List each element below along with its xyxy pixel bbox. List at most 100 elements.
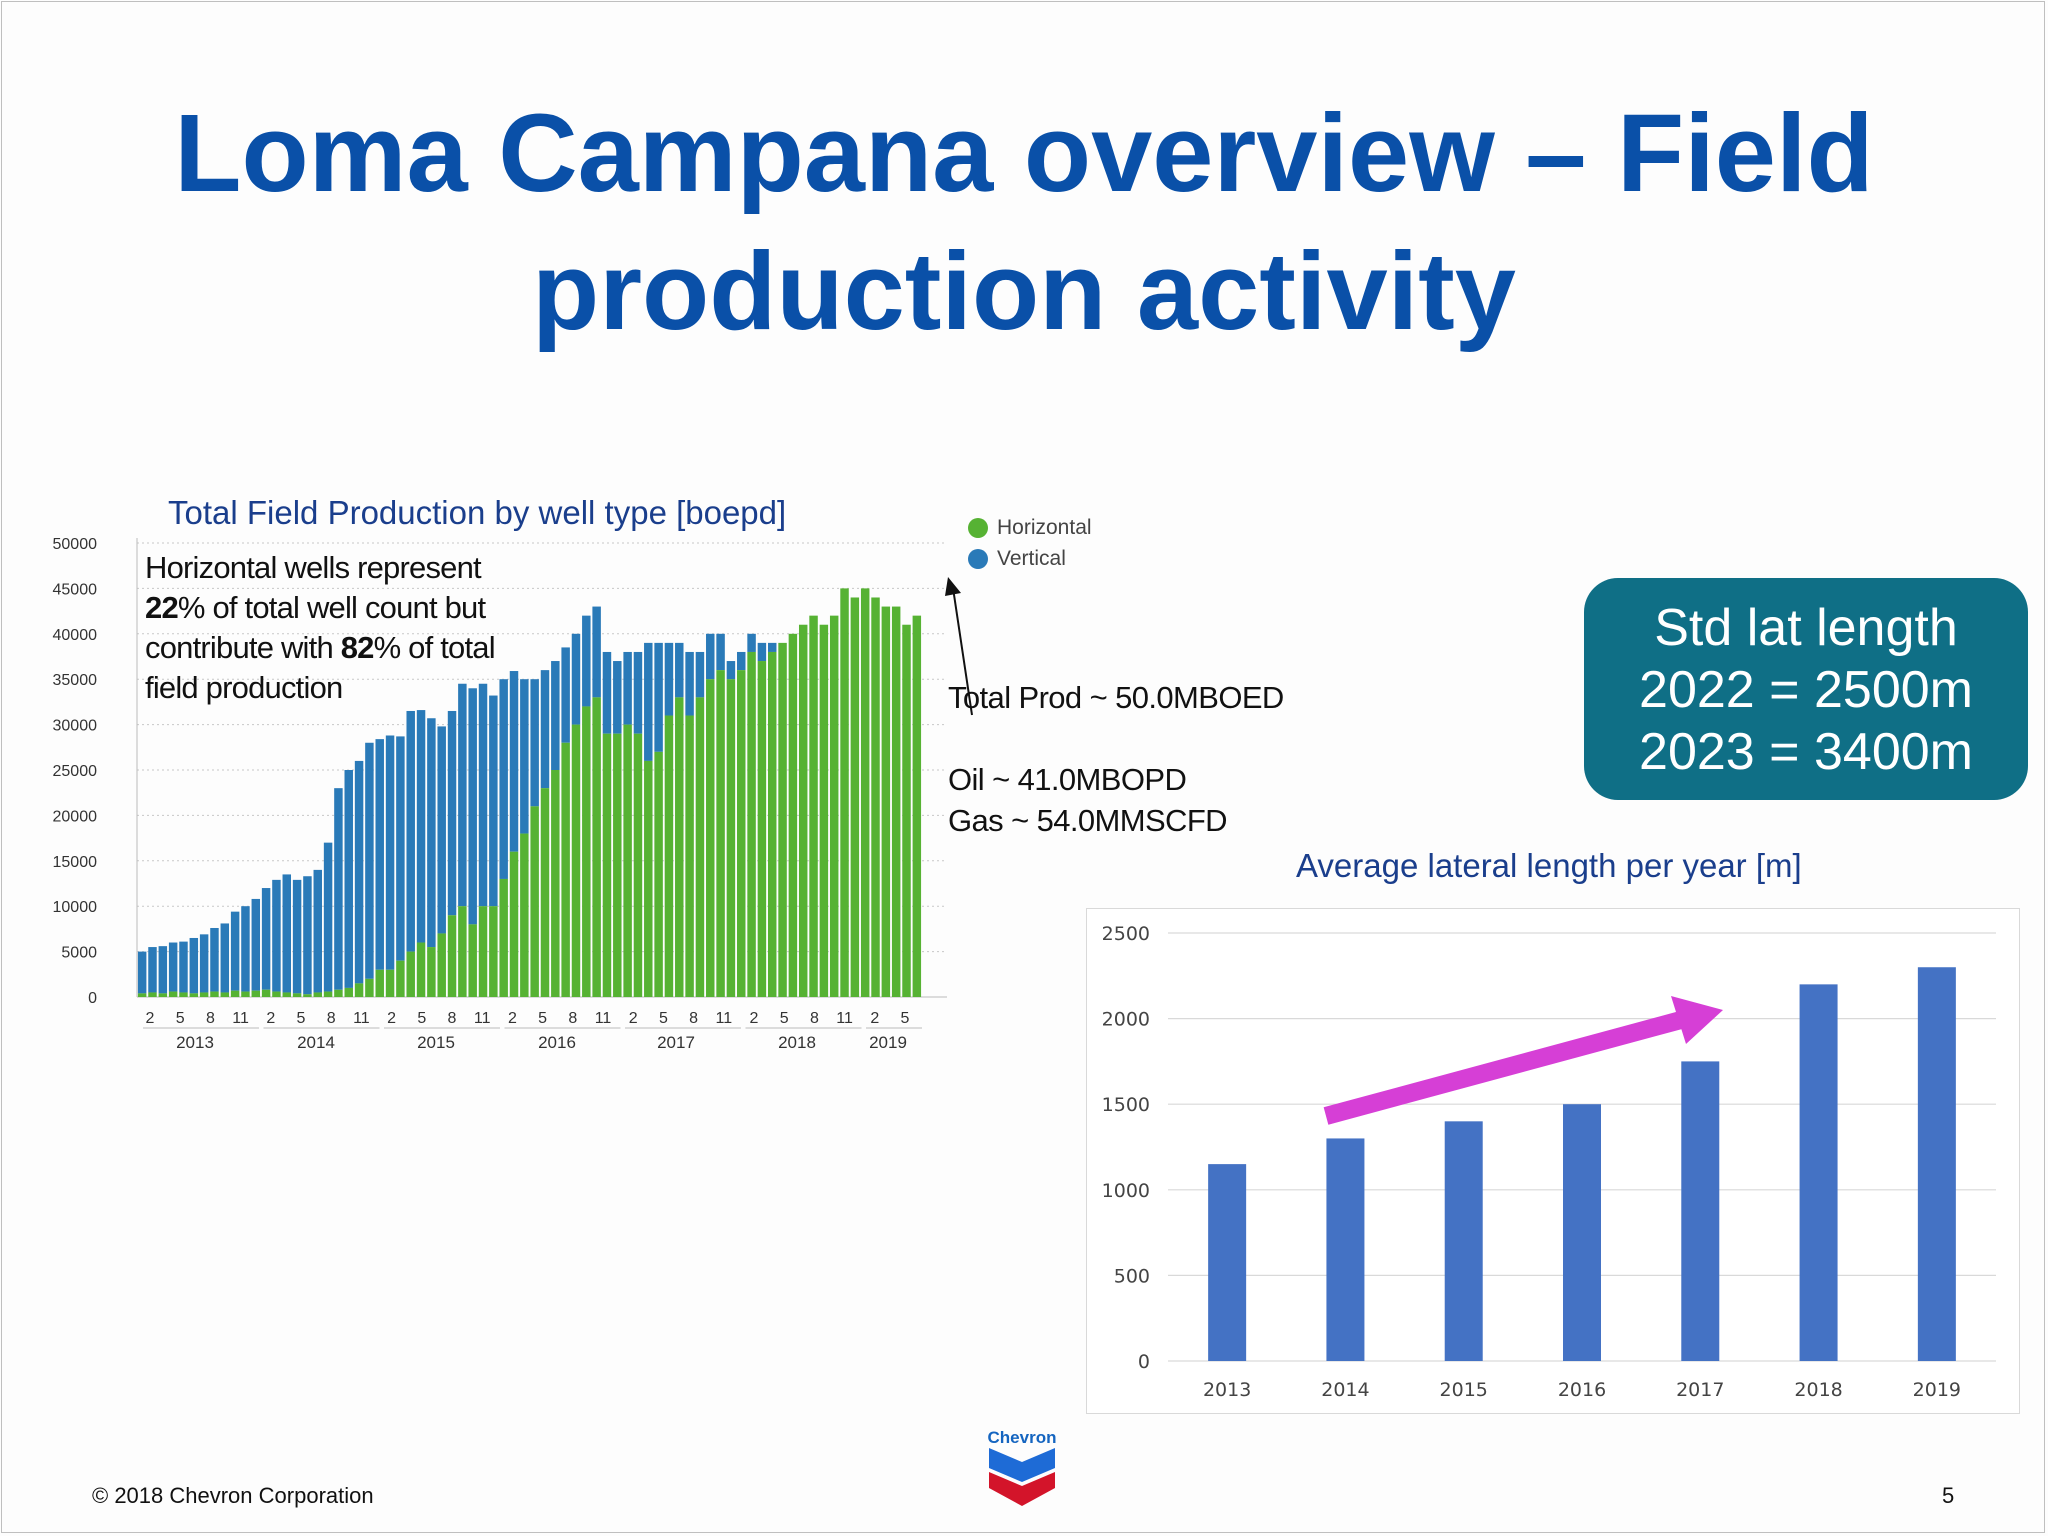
y-tick-label: 35000 [53,672,98,689]
bar-vertical [427,718,436,948]
month-tick-label: 2 [266,1010,275,1027]
y-tick-label: 30000 [53,718,98,735]
lateral-x-tick-label: 2018 [1794,1379,1842,1401]
month-tick-label: 8 [327,1010,336,1027]
bar-horizontal [489,906,498,997]
bar-horizontal [179,992,188,997]
std-box-line-3: 2023 = 3400m [1639,723,1973,781]
lateral-x-tick-label: 2019 [1913,1379,1961,1401]
year-label: 2014 [297,1033,335,1052]
bar-horizontal [396,960,405,997]
month-tick-label: 5 [417,1010,426,1027]
month-tick-label: 5 [901,1010,910,1027]
bar-horizontal [613,733,622,997]
bar-horizontal [447,915,457,997]
bar-horizontal [582,706,591,997]
month-tick-label: 8 [448,1010,457,1027]
bar-vertical [179,941,188,993]
horizontal-wells-annotation: Horizontal wells represent 22% of total … [145,548,496,708]
bar-vertical [334,788,343,990]
year-label: 2017 [657,1033,695,1052]
annotation-line-3-pre: contribute with [145,630,341,665]
bar-vertical [551,661,560,770]
bar-horizontal [530,806,539,997]
bar-vertical [613,661,622,734]
bar-horizontal [798,624,808,997]
month-tick-label: 2 [629,1010,638,1027]
bar-horizontal [540,788,550,997]
lateral-bar [1799,984,1838,1361]
legend-item-horizontal: Horizontal [968,512,1092,543]
bar-vertical [406,710,415,952]
bar-horizontal [726,679,736,997]
bar-vertical [767,642,777,652]
month-tick-label: 8 [810,1010,819,1027]
bar-horizontal [230,990,240,997]
bar-horizontal [685,715,694,997]
bar-vertical [644,642,653,761]
std-box-line-1: Std lat length [1654,599,1958,657]
bar-horizontal [644,760,653,997]
y-tick-label: 45000 [53,581,98,598]
lateral-bar [1444,1121,1483,1361]
bar-vertical [272,879,281,992]
bar-vertical [478,683,488,907]
bar-vertical [737,651,746,671]
y-tick-label: 40000 [53,627,98,644]
bar-horizontal [199,992,209,997]
bar-horizontal [385,969,395,997]
bar-horizontal [633,733,643,997]
bar-horizontal [778,642,787,997]
bar-vertical [747,633,756,652]
trend-arrow-line [1323,1008,1695,1125]
bar-horizontal [427,947,436,997]
bar-vertical [189,937,199,994]
bar-horizontal [282,992,292,997]
bar-vertical [292,879,302,994]
std-lat-length-box: Std lat length 2022 = 2500m 2023 = 3400m [1584,578,2028,800]
lateral-y-tick-label: 1000 [1102,1180,1150,1202]
month-tick-label: 8 [689,1010,698,1027]
oil-text: Oil ~ 41.0MBOPD [948,762,1187,797]
bar-horizontal [767,651,777,997]
bar-horizontal [344,987,353,997]
legend-swatch-vertical [968,548,988,569]
year-label: 2019 [869,1033,907,1052]
bar-vertical [458,683,467,907]
bar-vertical [726,661,736,680]
chevron-logo-red-bottom [989,1472,1055,1506]
bar-horizontal [623,724,632,997]
bar-horizontal [375,969,384,997]
bar-vertical [540,670,550,789]
bar-horizontal [850,597,860,997]
bar-horizontal [365,978,374,997]
y-tick-label: 5000 [61,945,97,962]
lateral-bar [1563,1104,1601,1361]
bar-horizontal [871,597,880,997]
lateral-y-tick-label: 500 [1114,1265,1150,1287]
lateral-chart-title: Average lateral length per year [m] [1296,847,1802,884]
bar-vertical [375,739,384,970]
bar-horizontal [891,606,901,997]
month-tick-label: 8 [568,1010,577,1027]
bar-horizontal [303,994,312,997]
y-tick-label: 0 [88,990,97,1007]
production-chart-title: Total Field Production by well type [boe… [168,494,787,531]
slide-title: Loma Campana overview – Field production… [0,85,2048,361]
bar-vertical [509,671,519,852]
bar-horizontal [675,697,684,997]
year-label: 2016 [538,1033,576,1052]
legend-label-vertical: Vertical [997,546,1066,570]
lateral-bar [1326,1138,1365,1361]
title-line-2: production activity [532,230,1516,353]
bar-horizontal [747,651,756,997]
lateral-bar [1681,1061,1720,1361]
bar-horizontal [551,770,560,997]
annotation-line-2-rest: % of total well count but [177,590,486,625]
bar-horizontal [189,993,199,997]
bar-horizontal [664,715,674,997]
bar-horizontal [137,993,147,997]
year-label: 2015 [417,1033,455,1052]
